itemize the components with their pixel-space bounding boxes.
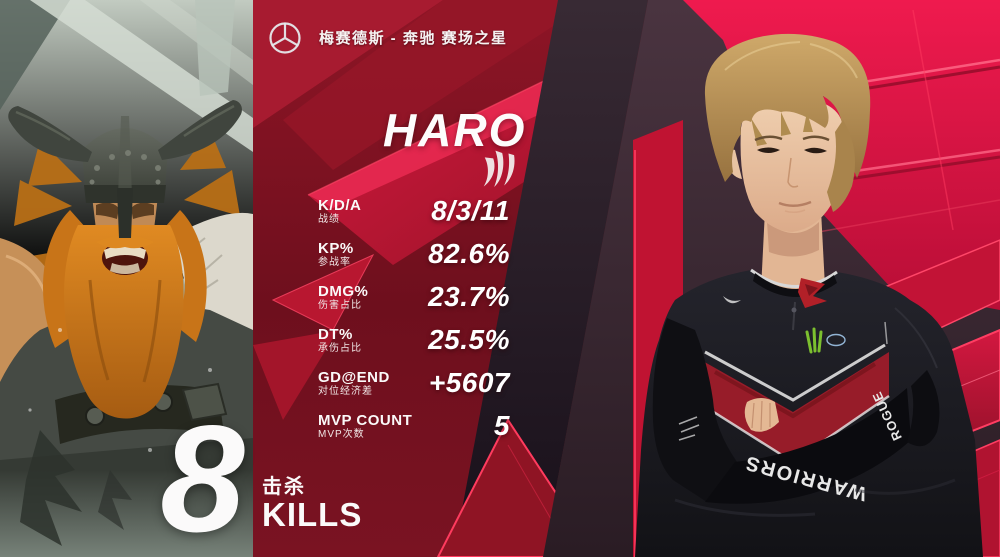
- stat-row-kda: K/D/A 战绩 8/3/11: [318, 195, 510, 226]
- crossed-forearm: [705, 388, 911, 504]
- monster-energy-logo: [805, 327, 823, 354]
- right-arm-sleeve: [907, 370, 940, 447]
- champion-beard: [64, 225, 184, 419]
- stat-label-en: DT%: [318, 325, 353, 343]
- sponsor-text: 梅赛德斯 - 奔驰 赛场之星: [319, 30, 508, 47]
- player-stats-list: K/D/A 战绩 8/3/11 KP% 参战率 82.6% DMG% 伤害占比 …: [318, 195, 510, 454]
- stat-label-zh: 参战率: [318, 256, 351, 268]
- player-hand: [744, 398, 779, 432]
- player-name: HARO: [383, 104, 527, 156]
- stat-label-en: MVP COUNT: [318, 411, 413, 429]
- sponsor-header: 梅赛德斯 - 奔驰 赛场之星: [253, 0, 1000, 72]
- sleeve-scribble-graphic: [678, 416, 700, 441]
- stat-row-kp: KP% 参战率 82.6%: [318, 238, 510, 269]
- stat-label-en: KP%: [318, 239, 354, 257]
- collar-trim: [750, 268, 838, 288]
- stat-label: K/D/A 战绩: [318, 198, 361, 225]
- kills-label-en: KILLS: [262, 496, 363, 533]
- stat-label: KP% 参战率: [318, 241, 354, 268]
- stat-label-zh: 伤害占比: [318, 299, 362, 311]
- stat-value: 23.7%: [428, 281, 510, 312]
- stat-row-dmg: DMG% 伤害占比 23.7%: [318, 281, 510, 312]
- stat-row-dt: DT% 承伤占比 25.5%: [318, 324, 510, 355]
- stat-value: 5: [493, 410, 510, 441]
- swoosh-mark: [723, 296, 741, 304]
- stat-label-en: GD@END: [318, 368, 390, 386]
- stat-label-zh: 承伤占比: [318, 342, 362, 354]
- stat-value: 82.6%: [428, 238, 510, 269]
- stat-label-zh: 战绩: [318, 213, 340, 225]
- stat-label: DT% 承伤占比: [318, 327, 362, 354]
- stat-value: 25.5%: [428, 324, 510, 355]
- stat-label-en: K/D/A: [318, 196, 362, 214]
- stat-row-gdend: GD@END 对位经济差 +5607: [318, 367, 510, 398]
- helmet-horns: [8, 100, 242, 162]
- stat-value: 8/3/11: [431, 195, 510, 226]
- left-arm-sleeve: [652, 318, 737, 502]
- stat-value: +5607: [428, 367, 510, 398]
- stat-label: MVP COUNT MVP次数: [318, 413, 412, 440]
- kills-label: 击杀 KILLS: [262, 477, 362, 532]
- claw-mark-icon: [483, 150, 515, 187]
- kills-label-zh: 击杀: [262, 476, 306, 498]
- player-eyes: [757, 147, 827, 154]
- player-photo: ROGUE WARRIORS: [635, 33, 983, 557]
- jersey-chevron: [701, 352, 889, 462]
- kills-number: 8: [160, 394, 245, 557]
- stat-row-mvp: MVP COUNT MVP次数 5: [318, 410, 510, 441]
- champion-helmet: [82, 116, 168, 238]
- stat-label: GD@END 对位经济差: [318, 370, 390, 397]
- player-face: [740, 96, 844, 232]
- player-hair: [704, 33, 871, 183]
- stat-label-en: DMG%: [318, 282, 369, 300]
- stat-label-zh: MVP次数: [318, 428, 365, 440]
- mercedes-benz-star-icon: [269, 22, 301, 54]
- champion-splash-art: [0, 0, 253, 557]
- stat-label: DMG% 伤害占比: [318, 284, 368, 311]
- intel-logo: [826, 333, 846, 347]
- stat-label-zh: 对位经济差: [318, 385, 373, 397]
- team-emblem: [798, 278, 827, 308]
